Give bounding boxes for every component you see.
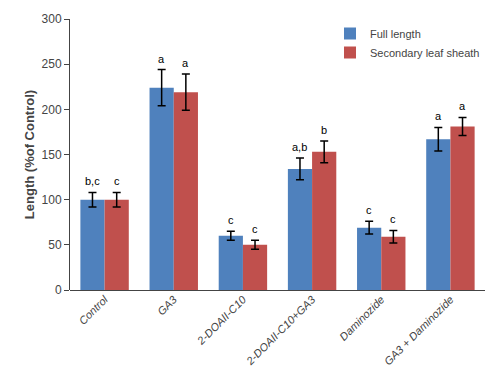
svg-text:a: a bbox=[435, 110, 442, 122]
svg-text:Secondary leaf sheath: Secondary leaf sheath bbox=[370, 47, 479, 59]
svg-text:2-DOAII-C10: 2-DOAII-C10 bbox=[194, 293, 249, 348]
svg-text:100: 100 bbox=[42, 193, 62, 207]
svg-text:50: 50 bbox=[48, 238, 62, 252]
svg-text:200: 200 bbox=[42, 103, 62, 117]
svg-text:Full length: Full length bbox=[370, 28, 421, 40]
svg-text:Control: Control bbox=[76, 293, 110, 327]
svg-text:0: 0 bbox=[55, 283, 62, 297]
svg-text:a: a bbox=[459, 100, 466, 112]
svg-text:Daminozide: Daminozide bbox=[337, 293, 387, 343]
svg-text:c: c bbox=[366, 204, 372, 216]
svg-text:b: b bbox=[321, 124, 327, 136]
svg-text:300: 300 bbox=[42, 12, 62, 26]
svg-text:c: c bbox=[252, 223, 258, 235]
svg-text:a: a bbox=[182, 57, 189, 69]
svg-text:c: c bbox=[228, 214, 234, 226]
svg-text:GA3: GA3 bbox=[155, 293, 180, 318]
svg-text:a,b: a,b bbox=[292, 141, 307, 153]
svg-text:GA3 + Daminozide: GA3 + Daminozide bbox=[382, 293, 456, 367]
svg-text:250: 250 bbox=[42, 57, 62, 71]
svg-text:2-DOAII-C10+GA3: 2-DOAII-C10+GA3 bbox=[243, 293, 318, 368]
svg-text:c: c bbox=[114, 175, 120, 187]
svg-text:a: a bbox=[158, 53, 165, 65]
svg-text:150: 150 bbox=[42, 148, 62, 162]
svg-text:Length (%of Control): Length (%of Control) bbox=[22, 90, 37, 219]
svg-text:b,c: b,c bbox=[85, 175, 100, 187]
svg-text:c: c bbox=[390, 213, 396, 225]
